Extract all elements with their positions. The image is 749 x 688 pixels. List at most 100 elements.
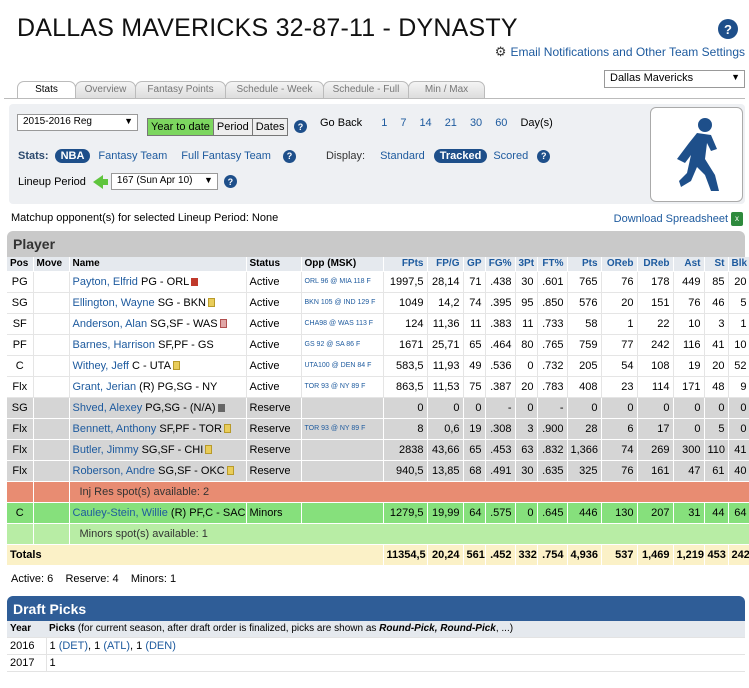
player-name-link[interactable]: Roberson, Andre bbox=[72, 464, 156, 477]
player-move[interactable] bbox=[33, 439, 70, 461]
team-select[interactable]: Dallas Mavericks ▼ bbox=[604, 70, 745, 88]
player-name-link[interactable]: Withey, Jeff bbox=[72, 359, 129, 372]
player-opponent[interactable] bbox=[301, 439, 384, 461]
note-icon[interactable] bbox=[207, 297, 215, 307]
tab-schedule-full[interactable]: Schedule - Full bbox=[323, 81, 409, 98]
stats-nba-button[interactable]: NBA bbox=[54, 149, 91, 163]
tab-overview[interactable]: Overview bbox=[75, 81, 136, 98]
stats-full-fantasy-team-link[interactable]: Full Fantasy Team bbox=[181, 150, 271, 162]
help-icon[interactable]: ? bbox=[718, 19, 738, 39]
help-icon[interactable]: ? bbox=[282, 149, 296, 163]
player-move[interactable] bbox=[33, 334, 70, 356]
player-status[interactable]: Reserve bbox=[246, 397, 302, 419]
note-icon[interactable] bbox=[205, 444, 213, 454]
column-header-st[interactable]: St bbox=[704, 257, 729, 272]
column-header-fg-[interactable]: FG% bbox=[485, 257, 516, 272]
go-back-7[interactable]: 7 bbox=[400, 117, 407, 129]
player-name-link[interactable]: Payton, Elfrid bbox=[72, 275, 138, 288]
column-header-blk[interactable]: Blk bbox=[728, 257, 749, 272]
column-header-ft-[interactable]: FT% bbox=[537, 257, 568, 272]
player-name-link[interactable]: Butler, Jimmy bbox=[72, 443, 139, 456]
player-opponent[interactable]: CHA98 @ WAS 113 F bbox=[301, 313, 384, 335]
player-name-link[interactable]: Ellington, Wayne bbox=[72, 296, 155, 309]
flag-icon[interactable] bbox=[191, 277, 199, 286]
display-tracked-button[interactable]: Tracked bbox=[433, 149, 488, 163]
player-status[interactable]: Active bbox=[246, 334, 302, 356]
player-move[interactable] bbox=[33, 460, 70, 482]
previous-arrow-icon[interactable] bbox=[92, 174, 103, 189]
player-pos[interactable]: SG bbox=[7, 292, 34, 314]
help-icon[interactable]: ? bbox=[294, 120, 307, 133]
player-status[interactable]: Reserve bbox=[246, 460, 302, 482]
player-pos[interactable]: Flx bbox=[7, 418, 34, 440]
player-status[interactable]: Active bbox=[246, 313, 302, 335]
player-pos[interactable]: C bbox=[7, 502, 34, 524]
player-pos[interactable]: C bbox=[7, 355, 34, 377]
column-header-ast[interactable]: Ast bbox=[673, 257, 705, 272]
column-header-gp[interactable]: GP bbox=[463, 257, 486, 272]
player-pos[interactable]: Flx bbox=[7, 439, 34, 461]
player-opponent[interactable]: TOR 93 @ NY 89 F bbox=[301, 418, 384, 440]
player-name-link[interactable]: Grant, Jerian bbox=[72, 380, 137, 393]
player-status[interactable]: Active bbox=[246, 292, 302, 314]
player-name-link[interactable]: Anderson, Alan bbox=[72, 317, 148, 330]
player-pos[interactable]: PG bbox=[7, 271, 34, 293]
player-pos[interactable]: SG bbox=[7, 397, 34, 419]
player-name-link[interactable]: Cauley-Stein, Willie bbox=[72, 506, 168, 519]
go-back-1[interactable]: 1 bbox=[381, 117, 388, 129]
lineup-period-select[interactable]: 167 (Sun Apr 10) ▼ bbox=[110, 173, 218, 190]
player-pos[interactable]: SF bbox=[7, 313, 34, 335]
tab-fantasy-points[interactable]: Fantasy Points bbox=[135, 81, 226, 98]
column-header-3pt[interactable]: 3Pt bbox=[515, 257, 538, 272]
player-opponent[interactable]: TOR 93 @ NY 89 F bbox=[301, 376, 384, 398]
player-move[interactable] bbox=[33, 355, 70, 377]
player-move[interactable] bbox=[33, 313, 70, 335]
tab-stats[interactable]: Stats bbox=[17, 81, 76, 99]
player-opponent[interactable]: BKN 105 @ IND 129 F bbox=[301, 292, 384, 314]
player-status[interactable]: Minors bbox=[246, 502, 302, 524]
draft-pick-team-link[interactable]: (ATL) bbox=[103, 639, 131, 652]
note-icon[interactable] bbox=[172, 360, 180, 370]
player-name-link[interactable]: Shved, Alexey bbox=[72, 401, 143, 414]
display-scored-link[interactable]: Scored bbox=[493, 150, 529, 162]
go-back-60[interactable]: 60 bbox=[495, 117, 508, 129]
player-move[interactable] bbox=[33, 397, 70, 419]
column-header-oreb[interactable]: OReb bbox=[601, 257, 638, 272]
player-move[interactable] bbox=[33, 292, 70, 314]
player-pos[interactable]: Flx bbox=[7, 376, 34, 398]
player-status[interactable]: Active bbox=[246, 355, 302, 377]
column-header-fp-g[interactable]: FP/G bbox=[427, 257, 464, 272]
player-status[interactable]: Active bbox=[246, 271, 302, 293]
player-move[interactable] bbox=[33, 271, 70, 293]
player-opponent[interactable] bbox=[301, 460, 384, 482]
note-icon[interactable] bbox=[219, 318, 227, 328]
player-opponent[interactable]: UTA100 @ DEN 84 F bbox=[301, 355, 384, 377]
tab-min-max[interactable]: Min / Max bbox=[408, 81, 485, 98]
player-move[interactable] bbox=[33, 502, 70, 524]
player-pos[interactable]: Flx bbox=[7, 460, 34, 482]
flag-icon[interactable] bbox=[217, 403, 225, 412]
season-select[interactable]: 2015-2016 Reg ▼ bbox=[17, 114, 138, 131]
column-header-dreb[interactable]: DReb bbox=[637, 257, 674, 272]
player-opponent[interactable]: ORL 96 @ MIA 118 F bbox=[301, 271, 384, 293]
note-icon[interactable] bbox=[223, 423, 231, 433]
player-name-link[interactable]: Barnes, Harrison bbox=[72, 338, 156, 351]
go-back-21[interactable]: 21 bbox=[444, 117, 457, 129]
column-header-pts[interactable]: Pts bbox=[567, 257, 602, 272]
player-name-link[interactable]: Bennett, Anthony bbox=[72, 422, 157, 435]
player-pos[interactable]: PF bbox=[7, 334, 34, 356]
player-move[interactable] bbox=[33, 376, 70, 398]
player-status[interactable]: Reserve bbox=[246, 439, 302, 461]
player-opponent[interactable] bbox=[301, 397, 384, 419]
stats-fantasy-team-link[interactable]: Fantasy Team bbox=[98, 150, 168, 162]
player-status[interactable]: Reserve bbox=[246, 418, 302, 440]
go-back-14[interactable]: 14 bbox=[419, 117, 432, 129]
column-header-fpts[interactable]: FPts bbox=[383, 257, 428, 272]
draft-pick-team-link[interactable]: (DET) bbox=[58, 639, 89, 652]
player-opponent[interactable]: GS 92 @ SA 86 F bbox=[301, 334, 384, 356]
download-spreadsheet-link[interactable]: Download Spreadsheet x bbox=[614, 212, 743, 226]
draft-pick-team-link[interactable]: (DEN) bbox=[145, 639, 176, 652]
display-standard-link[interactable]: Standard bbox=[380, 150, 425, 162]
go-back-30[interactable]: 30 bbox=[469, 117, 483, 129]
tab-schedule-week[interactable]: Schedule - Week bbox=[225, 81, 324, 98]
